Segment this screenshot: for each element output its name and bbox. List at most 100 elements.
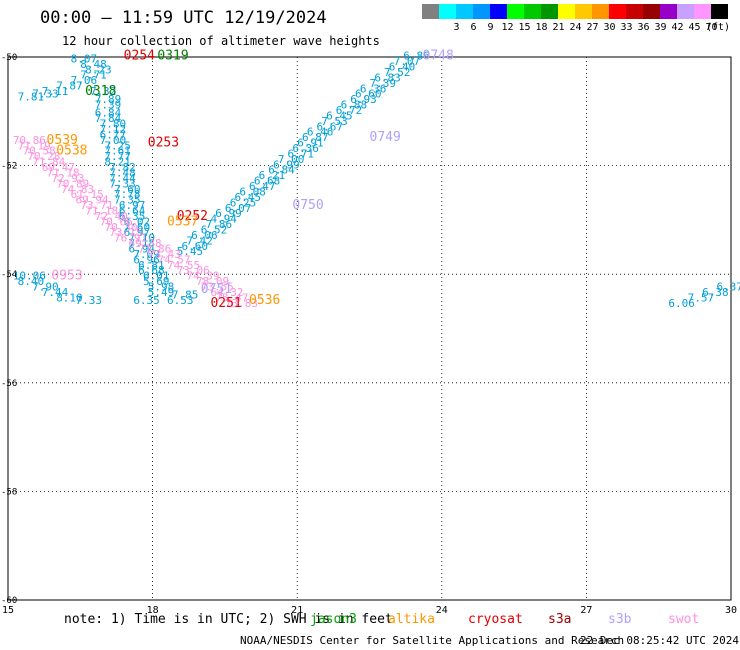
legend-label: 42 (671, 22, 684, 33)
lon-tick-label: 18 (147, 605, 159, 616)
wave-height-value: 6.45 (326, 109, 353, 122)
wave-height-value: 6.25 (230, 196, 257, 209)
wave-height-value: 5.98 (148, 280, 175, 293)
map-frame (7, 56, 732, 601)
wave-height-value: 7.32 (90, 85, 117, 98)
pass-time-label: 0748 (423, 49, 454, 64)
legend-swatch (677, 4, 694, 19)
legend-label: 27 (586, 22, 599, 33)
wave-height-value: 7.44 (109, 172, 136, 185)
lon-tick-label: 24 (436, 605, 448, 616)
wave-height-value: 75.47 (215, 291, 248, 304)
wave-height-value: 74.83 (61, 183, 94, 196)
pass-time-label: 0254 (124, 49, 155, 64)
legend-swatch (524, 4, 541, 19)
legend-swatch (660, 4, 677, 19)
wave-height-value: 7.33 (109, 177, 136, 190)
legend-label: 6 (470, 22, 477, 33)
wave-height-value: 8.48 (80, 58, 107, 71)
wave-height-value: 73.55 (201, 280, 234, 293)
wave-height-value: 7.71 (80, 69, 107, 82)
lon-tick-label: 30 (725, 605, 737, 616)
wave-height-value: 72.40 (95, 210, 128, 223)
wave-height-value: 7.11 (42, 85, 69, 98)
pass-time-label: 0953 (51, 269, 82, 284)
pass-time-label: 0537 (167, 214, 198, 229)
wave-height-value: 73.71 (80, 199, 113, 212)
pass-time-label: 0253 (148, 136, 179, 151)
pass-time-label: 0749 (370, 130, 401, 145)
legend-swatch (711, 4, 728, 19)
wave-height-value: 6.77 (100, 128, 127, 141)
wave-height-value: 7.87 (56, 80, 82, 93)
pass-time-label: 0536 (249, 293, 280, 308)
legend-label: 12 (501, 22, 514, 33)
satellite-label-jason: jason3 (310, 612, 357, 627)
wave-height-value: 6.02 (124, 215, 150, 228)
wave-height-value: 4.94 (210, 213, 237, 226)
wave-height-value: 6.60 (182, 240, 209, 253)
wave-height-value: 5.45 (177, 245, 204, 258)
wave-height-value: 70.28 (27, 150, 60, 163)
legend-label: 21 (552, 22, 565, 33)
wave-height-value: 6.93 (350, 93, 377, 106)
wave-height-value: 6.84 (268, 164, 295, 177)
wave-height-value: 7.39 (370, 77, 397, 90)
pass-time-label: 0318 (85, 84, 116, 99)
wave-height-value: 6.64 (119, 204, 146, 217)
lat-tick-label: -58 (1, 487, 17, 497)
wave-height-value: 6.99 (273, 158, 300, 171)
wave-height-value: 7.25 (104, 139, 130, 152)
wave-height-value: 6.97 (119, 199, 146, 212)
legend-label: 70 (705, 22, 718, 33)
footer-agency: NOAA/NESDIS Center for Satellite Applica… (240, 634, 625, 647)
wave-height-value: 6.01 (143, 270, 170, 283)
wave-height-value: 6.35 (133, 294, 160, 307)
wave-height-value: 7.78 (114, 188, 141, 201)
legend-swatch (643, 4, 660, 19)
wave-height-value: 6.53 (167, 294, 194, 307)
wave-height-value: 6.07 (225, 202, 252, 215)
wave-height-value: 7.89 (95, 93, 122, 106)
wave-height-value: 6.40 (389, 61, 416, 74)
wave-height-value: 76.91 (114, 232, 147, 245)
legend-label: 33 (620, 22, 633, 33)
wave-height-value: 6.83 (374, 71, 401, 84)
wave-height-value: 6.88 (341, 99, 368, 112)
wave-height-value: 70.30 (104, 221, 137, 234)
wave-height-value: 6.45 (235, 191, 261, 204)
legend-swatch (507, 4, 524, 19)
wave-height-value: 7.86 (206, 218, 233, 231)
wave-height-value: 71.19 (18, 139, 51, 152)
lat-tick-label: -50 (1, 53, 17, 63)
wave-height-value: 6.68 (138, 264, 165, 277)
wave-height-value: 6.52 (201, 223, 228, 236)
wave-height-value: 7.06 (71, 74, 98, 87)
wave-height-value: 6.37 (717, 280, 740, 293)
wave-height-value: 7.18 (129, 237, 156, 250)
legend-label: 9 (487, 22, 494, 33)
wave-height-value: 7.00 (100, 134, 127, 147)
legend-swatch (575, 4, 592, 19)
legend-swatch (609, 4, 626, 19)
lat-tick-label: -60 (1, 596, 17, 606)
wave-height-value: 70.86 (13, 134, 46, 147)
note-text: note: 1) Time is in UTC; 2) SWH is in fe… (64, 612, 393, 627)
legend-label: 30 (603, 22, 616, 33)
wave-height-value: 5.69 (143, 275, 170, 288)
wave-height-value: 8.40 (18, 275, 45, 288)
wave-height-value: 74.57 (157, 253, 190, 266)
legend-swatch (422, 4, 439, 19)
wave-height-value: 6.38 (702, 286, 729, 299)
legend-label: 3 (453, 22, 460, 33)
pass-time-label: 0750 (292, 198, 323, 213)
wave-height-value: 6.97 (124, 226, 150, 239)
wave-height-value: 7.10 (129, 232, 156, 245)
wave-height-value: 7.90 (32, 280, 59, 293)
legend-swatch (626, 4, 643, 19)
wave-height-value: 70.89 (56, 177, 89, 190)
wave-height-value: 6.21 (259, 169, 286, 182)
wave-height-value: 6.06 (668, 297, 695, 310)
wave-height-value: 6.84 (95, 107, 122, 120)
